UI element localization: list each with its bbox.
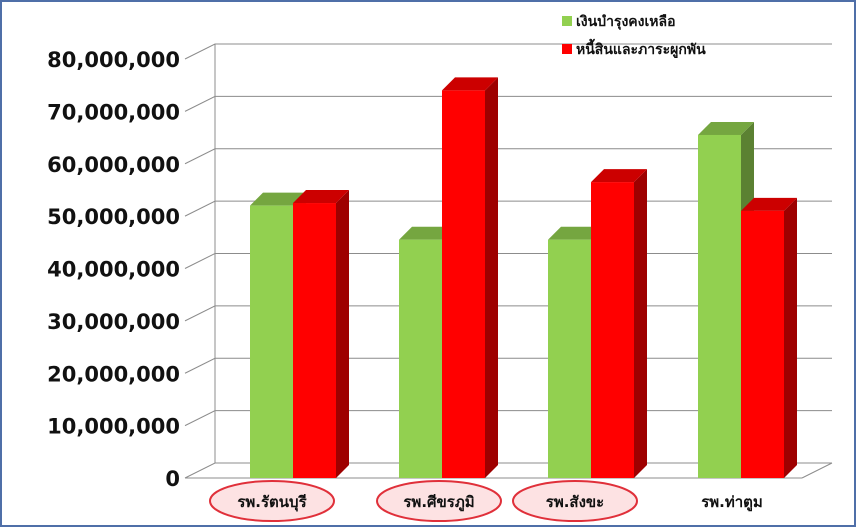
bar (741, 197, 797, 478)
y-tick-label: 40,000,000 (47, 258, 180, 282)
bar (442, 77, 498, 479)
y-tick-label: 0 (165, 467, 180, 491)
legend-swatch (562, 44, 572, 54)
gridline (184, 95, 832, 112)
y-tick-label: 10,000,000 (47, 415, 180, 439)
y-tick-label: 30,000,000 (47, 310, 180, 334)
category-label: รพ.ท่าตูม (701, 493, 763, 512)
y-tick-label: 70,000,000 (47, 100, 180, 124)
legend-label: เงินบำรุงคงเหลือ (576, 14, 676, 30)
gridline (184, 148, 832, 165)
bar (591, 169, 647, 479)
legend-label: หนี้สินและภาระผูกพัน (576, 38, 706, 58)
bars (250, 77, 797, 479)
y-tick-label: 60,000,000 (47, 153, 180, 177)
y-tick-label: 50,000,000 (47, 205, 180, 229)
highlight-ring (512, 480, 638, 522)
gridline (184, 43, 832, 60)
legend: เงินบำรุงคงเหลือหนี้สินและภาระผูกพัน (562, 14, 706, 58)
category-labels: รพ.รัตนบุรี รพ.ศีขรภูมิ รพ.สังขะ รพ.ท่าตูม (209, 480, 763, 522)
highlight-ring (376, 480, 502, 522)
category-label: รพ.ศีขรภูมิ (403, 493, 474, 512)
legend-swatch (562, 16, 572, 26)
y-axis-ticks: 0 10,000,000 20,000,000 30,000,000 40,000,00… (47, 48, 180, 491)
category-label: รพ.รัตนบุรี (237, 493, 307, 512)
category-label: รพ.สังขะ (546, 493, 604, 511)
y-tick-label: 20,000,000 (47, 362, 180, 386)
highlight-ring (209, 480, 335, 522)
y-tick-label: 80,000,000 (47, 48, 180, 72)
bar (293, 190, 349, 478)
